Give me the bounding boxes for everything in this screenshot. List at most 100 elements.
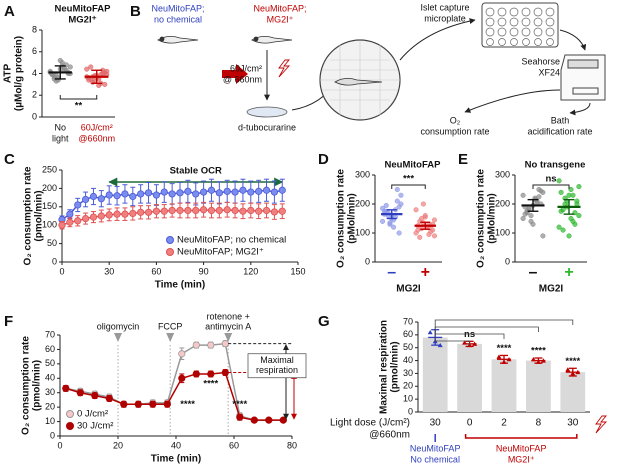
- group-label: NeuMitoFAP: [496, 443, 547, 453]
- y-tick-label: 0: [50, 430, 55, 440]
- data-point: [149, 400, 157, 408]
- panel-letter: C: [4, 151, 15, 168]
- light-label: 60J/cm²: [230, 63, 262, 73]
- significance-bracket: [434, 326, 539, 332]
- y-axis-label: ATP: [3, 64, 14, 84]
- significance-label: **: [75, 101, 83, 112]
- data-point: [86, 77, 92, 83]
- data-point: [520, 192, 526, 198]
- data-point: [200, 188, 208, 196]
- data-point: [134, 400, 142, 408]
- data-point: [74, 217, 82, 225]
- arrow: [559, 29, 587, 51]
- data-point: [566, 233, 572, 239]
- x-tick-label: 20: [113, 440, 123, 450]
- bracket-label: respiration: [256, 365, 298, 375]
- annotation: Stable OCR: [170, 166, 222, 177]
- panel: D 0 100 200 300 O₂ consumption rate (pMol/min)…: [318, 151, 442, 295]
- panel-letter: F: [4, 313, 13, 330]
- y-tick-label: 50: [403, 342, 413, 352]
- data-point: [57, 57, 63, 64]
- significance-label: ****: [203, 379, 218, 390]
- data-point: [160, 207, 168, 215]
- data-point: [231, 206, 239, 215]
- data-point: [91, 391, 99, 400]
- data-point: [105, 211, 113, 219]
- x-tick-label: 60J/cm²: [81, 122, 113, 132]
- data-point: [168, 206, 176, 215]
- y-tick-label: 0: [52, 256, 57, 266]
- data-point: [231, 188, 239, 196]
- y-axis-label: O₂ consumption rate: [336, 169, 347, 268]
- y-tick-label: 250: [42, 164, 57, 174]
- injection-arrow: [166, 333, 175, 342]
- x-axis-label: @660nm: [369, 430, 410, 441]
- arrow: [569, 102, 591, 116]
- data-point: [121, 210, 129, 218]
- data-point: [560, 227, 566, 233]
- significance-label: ****: [232, 399, 247, 410]
- data-point: [420, 201, 426, 207]
- data-point: [192, 341, 200, 349]
- y-tick-label: 50: [47, 238, 57, 248]
- data-point: [144, 208, 153, 216]
- y-tick-label: 4: [32, 68, 37, 78]
- x-tick-label: 80: [287, 440, 297, 450]
- condition-label: NeuMitoFAP;: [151, 3, 204, 13]
- y-tick-label: 50: [45, 358, 55, 368]
- data-point: [574, 201, 580, 207]
- arrow: [399, 18, 476, 61]
- condition-label: MG2I⁺: [267, 14, 294, 24]
- data-point: [472, 341, 478, 346]
- data-point: [398, 192, 404, 198]
- x-tick-label: 60: [229, 440, 239, 450]
- x-tick-label: 2: [501, 418, 507, 429]
- data-point: [431, 233, 438, 239]
- x-tick-label: –: [387, 264, 396, 281]
- y-tick-label: 20: [403, 381, 413, 391]
- output-label: consumption rate: [420, 126, 489, 136]
- y-tick-label: 200: [42, 183, 57, 193]
- data-point: [576, 184, 582, 190]
- data-point: [152, 191, 160, 199]
- y-tick-label: 20: [45, 402, 55, 412]
- chart-title: NeuMitoFAP: [385, 160, 442, 171]
- data-point: [250, 416, 258, 424]
- data-point: [415, 227, 421, 233]
- x-tick-label: 120: [243, 266, 258, 276]
- data-point: [566, 192, 572, 198]
- injection-label: antimycin A: [205, 321, 251, 331]
- data-point: [192, 370, 200, 378]
- light-label: @ 660nm: [223, 74, 262, 84]
- data-point: [558, 189, 564, 195]
- data-point: [89, 192, 98, 201]
- y-tick-label: 0: [408, 406, 413, 416]
- x-tick-label: +: [564, 264, 573, 281]
- y-tick-label: 2: [32, 90, 37, 100]
- x-tick-label: 90: [199, 266, 209, 276]
- data-point: [66, 218, 74, 226]
- data-point: [223, 206, 231, 214]
- data-point: [62, 384, 70, 392]
- dish: [246, 106, 288, 118]
- condition-label: no chemical: [154, 14, 202, 24]
- lightning-icon: [278, 59, 291, 78]
- data-point: [396, 204, 402, 210]
- instrument-label: XF24: [538, 67, 560, 77]
- injection-label: rotenone +: [207, 311, 250, 321]
- significance-label: ****: [497, 343, 512, 354]
- y-tick-label: 70: [403, 316, 413, 326]
- data-point: [556, 178, 562, 184]
- significance-bracket: [391, 184, 426, 189]
- data-point: [137, 208, 145, 216]
- x-tick-label: 30: [104, 266, 114, 276]
- data-point: [522, 211, 528, 217]
- y-tick-label: 60: [45, 344, 55, 354]
- data-point: [506, 356, 512, 362]
- data-point: [192, 190, 200, 198]
- injection-label: oligomycin: [97, 321, 140, 331]
- group-label: No chemical: [410, 454, 460, 464]
- output-label: acidification rate: [527, 126, 592, 136]
- data-point: [66, 210, 74, 218]
